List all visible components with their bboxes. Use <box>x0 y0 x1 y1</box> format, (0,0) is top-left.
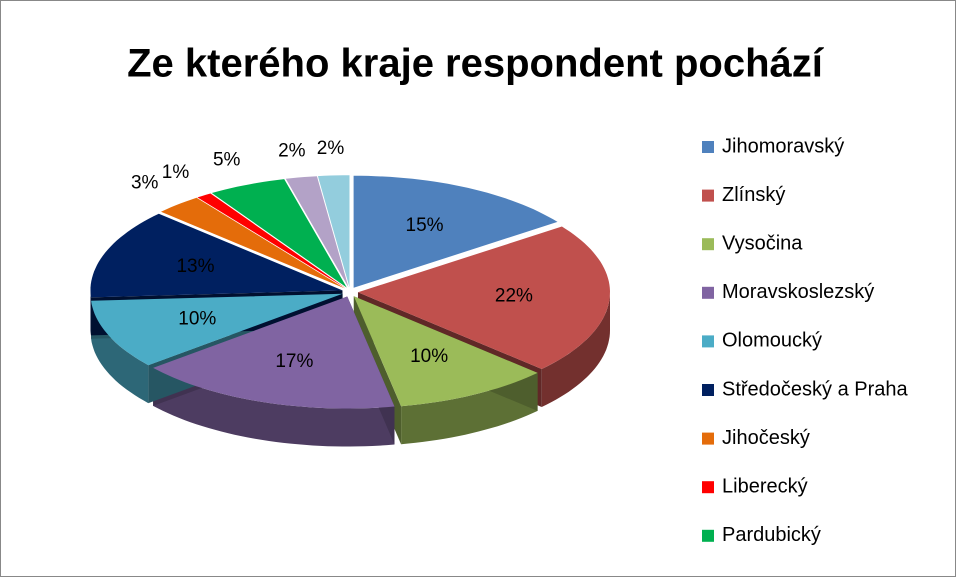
slice-tops <box>90 175 610 409</box>
legend-swatch <box>702 335 714 348</box>
data-label: 1% <box>162 162 190 183</box>
legend-label: Jihomoravský <box>722 135 844 157</box>
legend-label: Pardubický <box>722 524 821 546</box>
data-label: 15% <box>406 215 444 236</box>
slice <box>285 176 349 288</box>
legend-swatch <box>702 189 714 202</box>
data-label: 2% <box>317 138 345 159</box>
legend-label: Zlínský <box>722 184 785 206</box>
data-label: 2% <box>278 140 306 161</box>
chart-title: Ze kterého kraje respondent pochází <box>127 42 825 86</box>
legend-label: Vysočina <box>722 232 803 254</box>
data-label: 17% <box>275 351 313 372</box>
data-label: 5% <box>213 149 241 170</box>
slice <box>317 175 350 288</box>
legend-swatch <box>702 286 714 299</box>
data-label: 13% <box>176 256 214 277</box>
legend-label: Středočeský a Praha <box>722 378 909 400</box>
data-label: 22% <box>495 286 533 307</box>
slice <box>197 193 346 289</box>
data-label: 10% <box>178 308 216 329</box>
legend-swatch <box>702 529 714 542</box>
legend-swatch <box>702 141 714 153</box>
slice <box>211 179 347 288</box>
slice <box>161 197 345 289</box>
data-label: 3% <box>131 173 159 194</box>
slice <box>153 296 395 409</box>
slice <box>357 226 610 369</box>
slice <box>353 296 538 407</box>
slice <box>353 175 558 288</box>
slice <box>91 293 343 366</box>
legend-swatch <box>702 384 714 396</box>
slice-side <box>91 300 149 404</box>
legend-swatch <box>702 432 714 445</box>
legend-label: Jihočeský <box>722 427 810 449</box>
slice <box>90 213 343 298</box>
legend-swatch <box>702 481 714 494</box>
slice-side <box>541 292 610 407</box>
legend-label: Olomoucký <box>722 330 822 352</box>
legend-label: Liberecký <box>722 475 808 497</box>
slice-side <box>153 367 395 447</box>
legend-swatch <box>702 238 714 251</box>
slice-side <box>90 290 91 336</box>
data-label: 10% <box>410 346 448 367</box>
legend-label: Moravskoslezský <box>722 281 874 303</box>
